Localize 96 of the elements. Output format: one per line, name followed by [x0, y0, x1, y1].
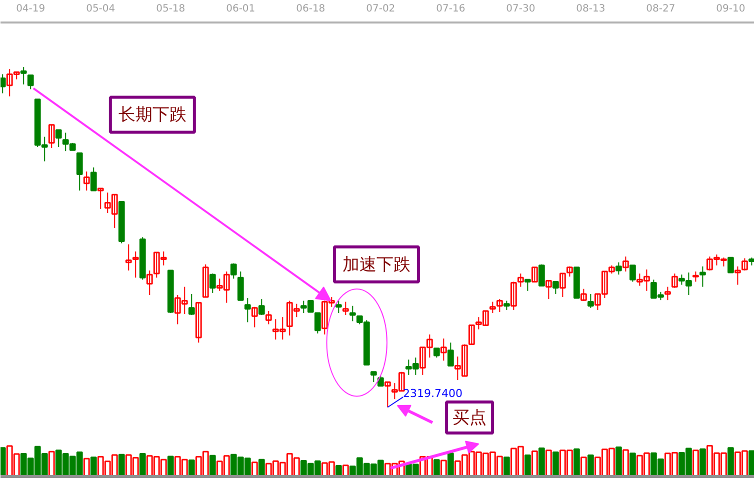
bar — [622, 449, 629, 476]
bar — [342, 464, 349, 476]
candlestick — [503, 300, 510, 310]
candlestick — [538, 264, 545, 287]
candlestick — [440, 338, 447, 362]
bar — [615, 446, 622, 476]
bar — [748, 450, 754, 476]
candlestick — [699, 266, 706, 288]
x-tick-label: 07-30 — [506, 4, 536, 14]
candlestick — [552, 280, 559, 294]
x-tick-label: 06-01 — [226, 4, 256, 14]
candlestick — [377, 375, 384, 387]
candlestick — [20, 66, 27, 85]
bar — [545, 450, 552, 476]
candlestick — [496, 298, 503, 312]
bar — [580, 456, 587, 476]
bar — [587, 454, 594, 476]
x-tick-label: 07-16 — [436, 4, 466, 14]
candlestick — [734, 266, 741, 286]
candlestick — [195, 302, 202, 344]
bar — [629, 452, 636, 476]
bar — [258, 458, 265, 476]
x-tick-label: 04-19 — [16, 4, 46, 14]
x-tick-label: 05-04 — [86, 4, 116, 14]
candlestick — [433, 348, 440, 358]
candlestick — [0, 74, 6, 94]
x-tick-label: 08-27 — [646, 4, 676, 14]
bar — [531, 450, 538, 476]
candlestick — [524, 278, 531, 292]
candlestick — [265, 310, 272, 325]
candlestick — [209, 273, 216, 294]
bar — [118, 454, 125, 476]
candlestick — [727, 256, 734, 274]
candlestick — [48, 124, 55, 149]
candlestick — [97, 188, 104, 210]
candlestick — [76, 152, 83, 192]
candlestick — [27, 74, 34, 90]
candlestick — [349, 305, 356, 322]
candlestick — [251, 306, 258, 328]
candlestick — [230, 262, 237, 280]
bar — [167, 456, 174, 476]
bar — [139, 452, 146, 476]
candlestick — [244, 298, 251, 323]
x-tick-label: 06-18 — [296, 4, 326, 14]
candlestick — [629, 264, 636, 282]
bar — [48, 450, 55, 476]
candlestick — [83, 171, 90, 192]
bar — [433, 459, 440, 476]
candlestick — [692, 271, 699, 282]
candlestick — [587, 293, 594, 308]
candlestick — [742, 258, 748, 271]
candlestick — [664, 286, 671, 301]
candlestick — [237, 271, 244, 301]
annotation: 加速下跌 — [342, 254, 410, 274]
bar — [83, 458, 90, 476]
annotation: 长期下跌 — [118, 105, 186, 124]
bar — [692, 450, 699, 476]
bar — [727, 447, 734, 476]
x-tick-label: 07-02 — [366, 4, 396, 14]
candlestick — [55, 129, 62, 148]
bar — [188, 459, 195, 476]
candlestick — [622, 256, 629, 272]
candlestick — [447, 342, 454, 366]
bar — [90, 456, 97, 476]
annotation: 2319.7400 — [403, 387, 463, 400]
candlestick — [370, 371, 377, 383]
candlestick — [335, 300, 342, 314]
candlestick — [202, 264, 209, 298]
bar — [538, 447, 545, 476]
candlestick — [580, 288, 587, 302]
candlestick — [90, 166, 97, 192]
bar — [447, 452, 454, 476]
bar — [552, 451, 559, 476]
candlestick — [489, 301, 496, 314]
bar — [440, 460, 447, 476]
candlestick — [531, 266, 538, 282]
x-tick-label: 09-10 — [716, 4, 746, 14]
x-tick-label: 05-18 — [156, 4, 186, 14]
candlestick — [671, 273, 678, 288]
bar — [335, 464, 342, 476]
bar — [503, 456, 510, 476]
candlestick — [314, 312, 321, 334]
bar — [699, 448, 706, 476]
bar — [0, 447, 6, 476]
candlestick — [545, 280, 552, 300]
bar — [524, 454, 531, 476]
candlestick — [258, 298, 265, 316]
bar — [573, 448, 580, 476]
x-tick-label: 08-13 — [576, 4, 606, 14]
candlestick — [188, 293, 195, 316]
candlestick — [615, 262, 622, 276]
candlestick — [342, 301, 349, 316]
bar — [209, 454, 216, 476]
candlestick — [384, 381, 391, 408]
text: 买点 — [452, 408, 487, 427]
bar — [251, 462, 258, 476]
